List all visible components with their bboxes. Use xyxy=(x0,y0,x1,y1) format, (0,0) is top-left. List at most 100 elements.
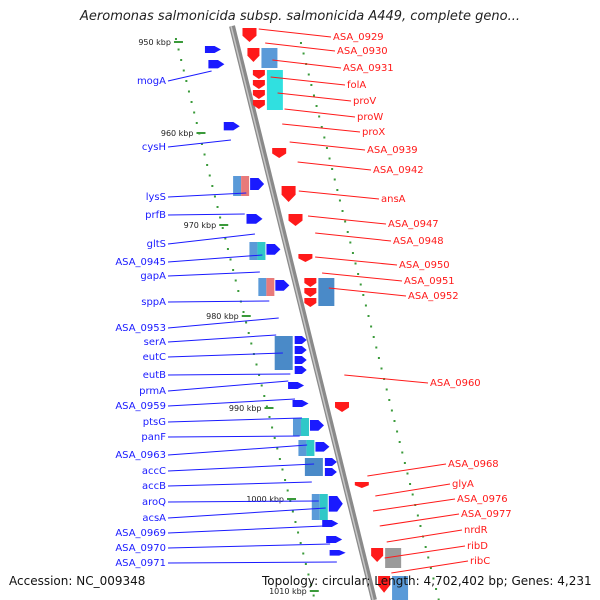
tick-dot-left xyxy=(185,80,188,82)
gene-label-asa-0971: ASA_0971 xyxy=(115,558,166,569)
gene-labels: mogA cysH lysS prfB gltS ASA_0945 gapA sppA ASA_… xyxy=(115,32,511,569)
tick-dot-left xyxy=(232,269,235,271)
gene-leader-line xyxy=(282,123,361,133)
gene-label-prox: proX xyxy=(362,127,385,138)
reverse-gene-arrow xyxy=(304,278,317,287)
reverse-gene-arrow xyxy=(378,576,391,593)
tick-dot-left xyxy=(258,374,261,376)
forward-gene-arrow xyxy=(328,496,343,512)
tick-label-1010-kbp: 1010 kbp xyxy=(269,587,307,596)
tick-dot-right xyxy=(307,73,310,76)
tick-dot-right xyxy=(359,283,362,286)
gene-label-moga: mogA xyxy=(137,76,166,87)
gene-label-asa-0951: ASA_0951 xyxy=(404,276,455,287)
label-leader-lines xyxy=(167,28,469,574)
gene-label-asa-0945: ASA_0945 xyxy=(115,257,166,268)
reverse-gene-stack xyxy=(318,278,335,306)
genome-backbone xyxy=(229,25,377,600)
forward-gene-arrow xyxy=(329,550,346,556)
tick-dot-left xyxy=(271,426,274,429)
forward-gene-arrow xyxy=(292,400,309,407)
gene-leader-line xyxy=(167,543,331,549)
forward-gene-block-alt xyxy=(300,418,309,436)
tick-dot-left xyxy=(206,164,209,166)
tick-dot-right xyxy=(318,115,321,118)
gene-leader-line xyxy=(367,463,447,477)
tick-dot-left xyxy=(195,122,198,124)
gene-leader-line xyxy=(315,232,392,242)
reverse-gene-arrow xyxy=(252,90,265,99)
tick-dot-right xyxy=(341,210,344,212)
tick-dot-left xyxy=(312,594,315,597)
forward-gene-arrow xyxy=(275,280,290,291)
tick-dot-right xyxy=(328,157,331,160)
tick-label-950-kbp: 950 kbp xyxy=(138,38,171,47)
accession-text: Accession: NC_009348 xyxy=(9,574,146,588)
gene-leader-line xyxy=(265,42,336,52)
gene-label-asa-0929: ASA_0929 xyxy=(333,32,384,43)
gene-leader-line xyxy=(167,352,283,358)
gene-label-asa-0960: ASA_0960 xyxy=(430,378,481,389)
gene-label-asa-0953: ASA_0953 xyxy=(115,323,166,334)
reverse-gene-arrow xyxy=(298,254,313,262)
tick-dot-right xyxy=(299,42,302,44)
gene-label-asa-0948: ASA_0948 xyxy=(393,236,444,247)
tick-dot-right xyxy=(372,336,375,338)
gene-leader-line xyxy=(167,417,302,423)
gene-label-sppa: sppA xyxy=(141,297,166,308)
tick-dot-left xyxy=(203,153,206,156)
tick-dot-right xyxy=(427,556,430,559)
tick-dot-left xyxy=(255,363,258,366)
tick-dot-left xyxy=(260,384,263,387)
gene-leader-line xyxy=(167,398,296,407)
tick-label-960-kbp: 960 kbp xyxy=(161,129,194,138)
gene-leader-line xyxy=(307,215,387,225)
tick-dot-right xyxy=(325,147,328,149)
forward-gene-arrow xyxy=(204,46,221,53)
tick-dot-right xyxy=(357,273,360,275)
tick-dot-left xyxy=(234,279,237,282)
gene-leader-line xyxy=(375,483,451,497)
tick-dot-right xyxy=(364,304,367,307)
tick-dot-left xyxy=(291,510,294,513)
forward-gene-stack xyxy=(274,336,293,370)
tick-dot-left xyxy=(224,237,227,240)
tick-label-990-kbp: 990 kbp xyxy=(229,404,262,413)
gene-leader-line xyxy=(298,190,380,200)
tick-dot-left xyxy=(294,521,297,523)
gene-leader-line xyxy=(167,271,260,277)
forward-gene-block xyxy=(249,242,258,260)
gene-leader-line xyxy=(167,192,247,198)
gene-leader-line xyxy=(167,213,245,216)
tick-dot-right xyxy=(346,231,349,233)
tick-dot-right xyxy=(367,315,370,317)
tick-dot-left xyxy=(242,311,245,313)
gene-label-asa-0939: ASA_0939 xyxy=(367,145,418,156)
forward-gene-block xyxy=(311,494,320,520)
tick-dot-right xyxy=(375,346,378,349)
gene-label-sera: serA xyxy=(144,337,166,348)
tick-dot-left xyxy=(177,48,180,51)
tick-label-980-kbp: 980 kbp xyxy=(206,312,239,321)
tick-dot-left xyxy=(247,332,250,334)
tick-dot-right xyxy=(437,598,440,600)
reverse-gene-arrow xyxy=(288,214,303,226)
gene-label-prow: proW xyxy=(357,112,383,123)
gene-label-asa-0969: ASA_0969 xyxy=(115,528,166,539)
tick-dot-left xyxy=(213,195,216,198)
tick-dot-right xyxy=(312,94,315,97)
gene-label-asa-0968: ASA_0968 xyxy=(448,459,499,470)
tick-dot-left xyxy=(304,563,307,565)
reverse-gene-arrow xyxy=(354,482,369,488)
gene-leader-line xyxy=(277,92,352,102)
forward-gene-arrow xyxy=(288,382,305,389)
gene-label-gapa: gapA xyxy=(140,271,166,282)
tick-dot-left xyxy=(276,447,279,450)
tick-dot-left xyxy=(221,227,224,229)
forward-gene-block-alt xyxy=(306,440,315,456)
gene-leader-line xyxy=(167,317,279,329)
tick-dot-left xyxy=(299,542,302,544)
tick-dot-left xyxy=(307,573,310,576)
tick-dot-right xyxy=(409,483,412,485)
forward-gene-arrow xyxy=(309,420,324,431)
